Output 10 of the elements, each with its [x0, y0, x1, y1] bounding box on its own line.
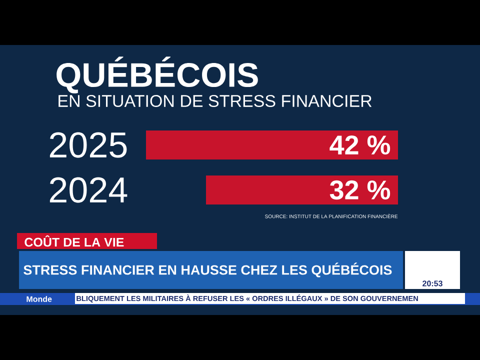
text: 20:53 — [422, 280, 442, 286]
text: Monde — [26, 296, 52, 302]
data-label: 32 % — [330, 180, 390, 200]
y-tick-label: 2024 — [50, 177, 128, 203]
data-label: 42 % — [330, 135, 390, 155]
chart-subtitle: EN SITUATION DE STRESS FINANCIER — [58, 94, 372, 108]
y-tick-label: 2025 — [50, 132, 127, 158]
text: COÛT DE LA VIE — [24, 235, 124, 247]
text: STRESS FINANCIER EN HAUSSE CHEZ LES QUÉBÉCOIS — [24, 262, 392, 278]
chart-title: QUÉBÉCOIS — [56, 56, 258, 94]
